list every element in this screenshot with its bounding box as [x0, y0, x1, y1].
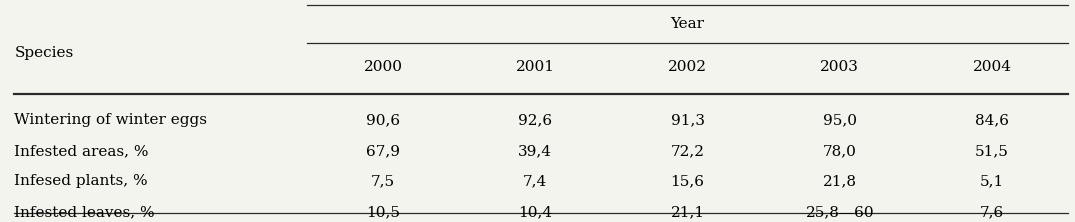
Text: 2004: 2004	[973, 60, 1012, 74]
Text: 15,6: 15,6	[671, 174, 704, 188]
Text: 67,9: 67,9	[367, 144, 400, 158]
Text: 84,6: 84,6	[975, 113, 1009, 127]
Text: 10,4: 10,4	[518, 205, 553, 219]
Text: 7,5: 7,5	[371, 174, 396, 188]
Text: 90,6: 90,6	[366, 113, 400, 127]
Text: 95,0: 95,0	[822, 113, 857, 127]
Text: 2003: 2003	[820, 60, 859, 74]
Text: 91,3: 91,3	[671, 113, 704, 127]
Text: 78,0: 78,0	[823, 144, 857, 158]
Text: 21,8: 21,8	[822, 174, 857, 188]
Text: 7,4: 7,4	[524, 174, 547, 188]
Text: Infested areas, %: Infested areas, %	[14, 144, 148, 158]
Text: 2001: 2001	[516, 60, 555, 74]
Text: Year: Year	[671, 17, 704, 31]
Text: 7,6: 7,6	[980, 205, 1004, 219]
Text: Species: Species	[14, 46, 73, 60]
Text: Wintering of winter eggs: Wintering of winter eggs	[14, 113, 207, 127]
Text: Infested leaves, %: Infested leaves, %	[14, 205, 155, 219]
Text: 92,6: 92,6	[518, 113, 553, 127]
Text: Infesed plants, %: Infesed plants, %	[14, 174, 148, 188]
Text: 25,8—60: 25,8—60	[805, 205, 874, 219]
Text: 10,5: 10,5	[367, 205, 400, 219]
Text: 51,5: 51,5	[975, 144, 1009, 158]
Text: 2002: 2002	[668, 60, 707, 74]
Text: 21,1: 21,1	[671, 205, 705, 219]
Text: 72,2: 72,2	[671, 144, 704, 158]
Text: 5,1: 5,1	[980, 174, 1004, 188]
Text: 2000: 2000	[363, 60, 403, 74]
Text: 39,4: 39,4	[518, 144, 553, 158]
